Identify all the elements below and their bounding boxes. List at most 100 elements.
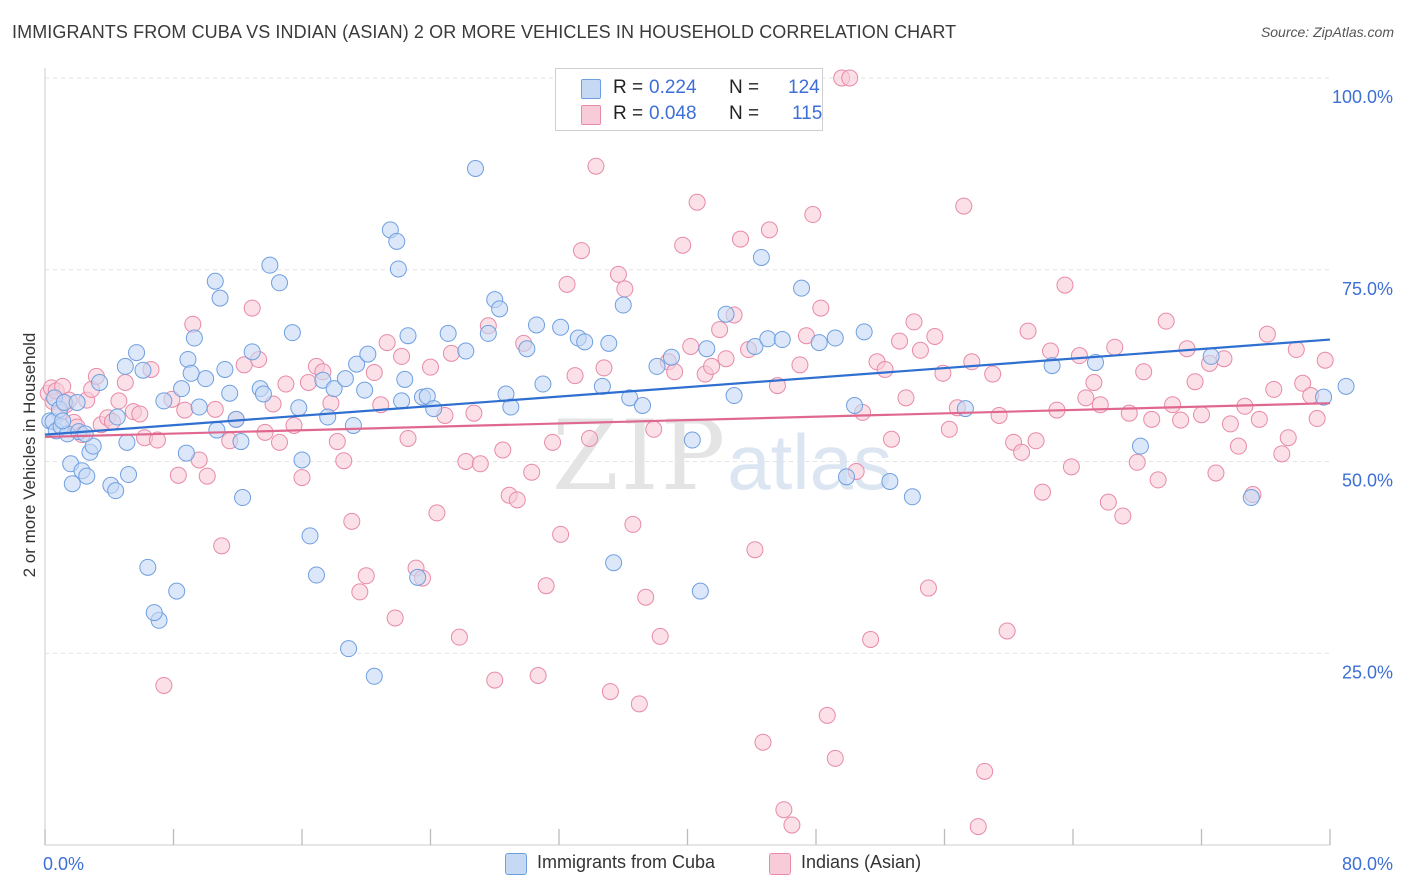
cuba-point bbox=[773, 331, 791, 349]
axes bbox=[44, 68, 1331, 846]
indian-point bbox=[442, 344, 460, 362]
cuba-point bbox=[108, 408, 126, 426]
indian-point bbox=[919, 579, 937, 597]
cuba-point bbox=[293, 451, 311, 469]
indian-point bbox=[624, 515, 642, 533]
indian-point bbox=[1186, 373, 1204, 391]
indian-point bbox=[601, 683, 619, 701]
indian-point bbox=[176, 401, 194, 419]
indian-point bbox=[422, 358, 439, 376]
indian-point bbox=[595, 359, 613, 377]
indian-point bbox=[703, 357, 721, 375]
cuba-point bbox=[725, 387, 743, 405]
indian-point bbox=[1019, 322, 1037, 340]
indian-point bbox=[1128, 453, 1146, 471]
indian-point bbox=[1164, 396, 1182, 414]
indian-point bbox=[587, 157, 605, 175]
cuba-point bbox=[254, 385, 272, 403]
cuba-point bbox=[356, 381, 374, 399]
indian-point bbox=[732, 230, 750, 248]
legend-swatch-cuba bbox=[505, 853, 527, 875]
cuba-point bbox=[439, 324, 457, 342]
indian-point bbox=[131, 405, 149, 423]
cuba-point bbox=[752, 248, 770, 266]
indian-point bbox=[1207, 464, 1225, 482]
indian-point bbox=[841, 69, 859, 87]
indian-point bbox=[552, 525, 570, 543]
cuba-point bbox=[179, 350, 197, 368]
cuba-point bbox=[283, 324, 301, 342]
cuba-point bbox=[810, 334, 828, 352]
indian-point bbox=[1027, 432, 1045, 450]
indian-point bbox=[365, 364, 383, 382]
r-label: R = bbox=[613, 77, 644, 98]
cuba-point bbox=[336, 370, 354, 388]
indian-point bbox=[169, 466, 187, 484]
legend-label-indian: Indians (Asian) bbox=[801, 852, 922, 872]
indian-point bbox=[116, 373, 134, 391]
cuba-point bbox=[600, 334, 618, 352]
indian-point bbox=[990, 406, 1008, 424]
indian-point bbox=[645, 420, 663, 438]
indian-swatch bbox=[581, 105, 601, 125]
indian-point bbox=[1042, 342, 1060, 360]
cuba-point bbox=[479, 324, 497, 342]
cuba-point bbox=[1315, 388, 1333, 406]
indian-point bbox=[905, 313, 923, 331]
indian-point bbox=[335, 452, 353, 470]
indian-point bbox=[581, 429, 599, 447]
indian-point bbox=[1172, 411, 1190, 429]
cuba-point bbox=[691, 582, 709, 600]
indian-point bbox=[351, 583, 369, 601]
cuba-point bbox=[301, 527, 319, 545]
cuba-point bbox=[177, 444, 195, 462]
cuba-n-value: 124 bbox=[788, 77, 820, 98]
indian-point bbox=[1294, 374, 1312, 392]
cuba-point bbox=[155, 392, 173, 410]
indian-point bbox=[243, 299, 261, 317]
indian-point bbox=[471, 455, 489, 473]
indian-point bbox=[544, 433, 562, 451]
x-tick-label-max: 80.0% bbox=[1342, 854, 1393, 874]
indian-point bbox=[940, 420, 958, 438]
cuba-point bbox=[325, 380, 343, 398]
indian-point bbox=[1077, 389, 1095, 407]
cuba-point bbox=[759, 330, 777, 348]
cuba-point bbox=[261, 256, 279, 274]
indian-point bbox=[494, 441, 512, 459]
indian-point bbox=[630, 695, 648, 713]
indian-point bbox=[486, 671, 504, 689]
indian-point bbox=[682, 337, 700, 355]
stats-legend: R = 0.224 N = 124 R = 0.048 N = 115 bbox=[555, 68, 823, 131]
cuba-point bbox=[91, 373, 109, 391]
cuba-point bbox=[190, 398, 208, 416]
indian-point bbox=[328, 433, 346, 451]
indian-point bbox=[897, 389, 915, 407]
indian-point bbox=[955, 197, 973, 215]
cuba-point bbox=[208, 421, 226, 439]
indian-point bbox=[155, 676, 173, 694]
cuba-point bbox=[348, 355, 366, 373]
indian-point bbox=[572, 242, 590, 260]
indian-point bbox=[1143, 410, 1161, 428]
indian-point bbox=[399, 429, 417, 447]
indian-point bbox=[566, 367, 584, 385]
indian-point bbox=[783, 816, 801, 834]
indian-point bbox=[998, 622, 1016, 640]
cuba-point bbox=[340, 640, 358, 658]
cuba-point bbox=[139, 558, 157, 576]
cuba-point bbox=[365, 667, 383, 685]
cuba-point bbox=[605, 554, 623, 572]
indian-point bbox=[1229, 437, 1247, 455]
cuba-point bbox=[838, 468, 856, 486]
indian-point bbox=[637, 588, 655, 606]
cuba-point bbox=[78, 467, 96, 485]
indian-point bbox=[791, 356, 809, 374]
indian-point bbox=[1099, 493, 1117, 511]
cuba-point bbox=[1337, 377, 1355, 395]
indian-point bbox=[609, 265, 627, 283]
y-tick-label: 100.0% bbox=[1332, 87, 1393, 107]
cuba-point bbox=[145, 604, 163, 622]
indian-point bbox=[862, 630, 880, 648]
indian-point bbox=[1250, 410, 1268, 428]
